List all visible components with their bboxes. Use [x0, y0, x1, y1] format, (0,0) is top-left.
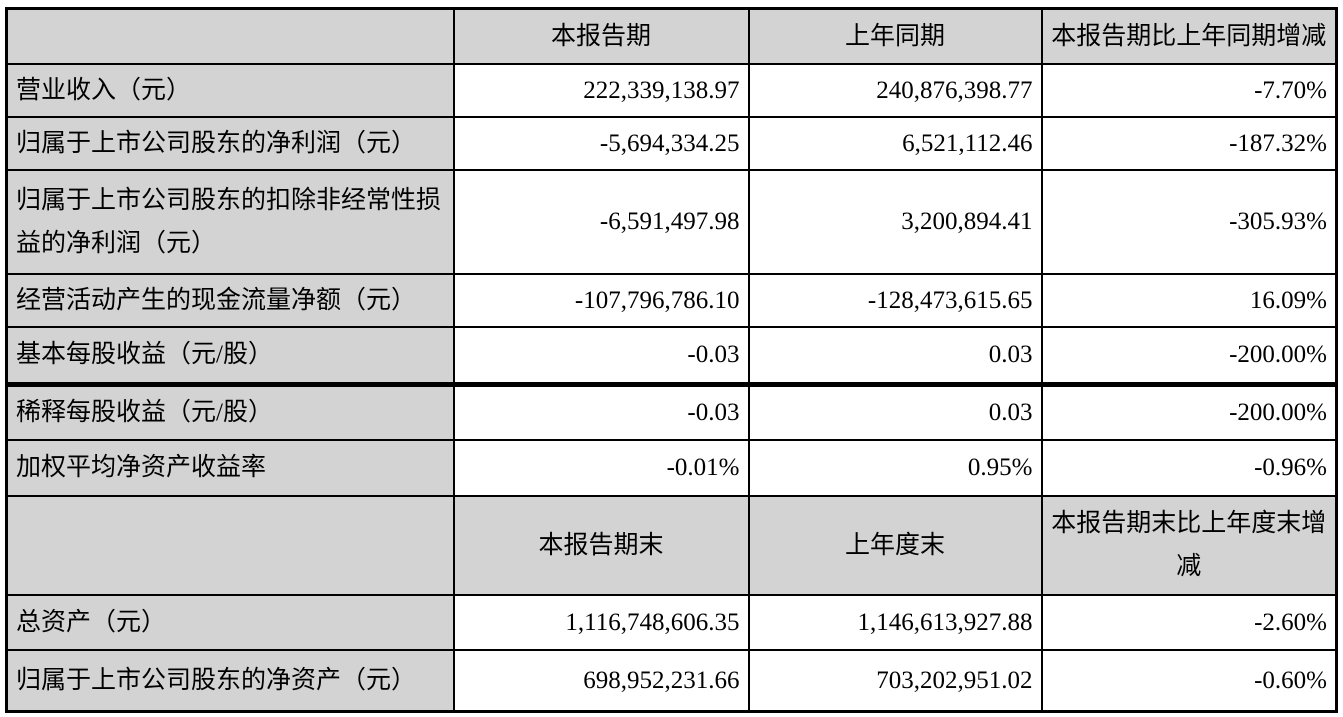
value-prior: 0.95% — [747, 438, 1043, 497]
financial-summary: 本报告期 上年同期 本报告期比上年同期增减 营业收入（元） 222,339,13… — [5, 7, 1338, 713]
header-period-end-change: 本报告期末比上年度末增减 — [1040, 494, 1338, 596]
header-blank-cell — [5, 7, 455, 65]
value-change: 16.09% — [1040, 272, 1338, 328]
value-change: -2.60% — [1040, 593, 1338, 651]
row-label: 总资产（元） — [5, 593, 455, 651]
row-label: 归属于上市公司股东的扣除非经常性损益的净利润（元） — [5, 168, 455, 275]
row-label: 归属于上市公司股东的净利润（元） — [5, 115, 455, 171]
value-prior: 240,876,398.77 — [747, 62, 1043, 118]
table-header-row-period-end: 本报告期末 上年度末 本报告期末比上年度末增减 — [5, 494, 1338, 596]
table-row-weighted-avg-roe: 加权平均净资产收益率 -0.01% 0.95% -0.96% — [5, 438, 1338, 497]
value-change: -200.00% — [1040, 383, 1338, 441]
value-prior: -128,473,615.65 — [747, 272, 1043, 328]
row-label: 稀释每股收益（元/股） — [5, 383, 455, 441]
value-change: -7.70% — [1040, 62, 1338, 118]
table-row-operating-cash-flow: 经营活动产生的现金流量净额（元） -107,796,786.10 -128,47… — [5, 272, 1338, 328]
header-blank-cell — [5, 494, 455, 596]
value-change: -0.96% — [1040, 438, 1338, 497]
table-row-basic-eps: 基本每股收益（元/股） -0.03 0.03 -200.00% — [5, 325, 1338, 387]
financial-summary-table: 本报告期 上年同期 本报告期比上年同期增减 营业收入（元） 222,339,13… — [5, 7, 1338, 713]
header-period-change: 本报告期比上年同期增减 — [1040, 7, 1338, 65]
value-current: 698,952,231.66 — [452, 648, 750, 713]
value-change: -305.93% — [1040, 168, 1338, 275]
header-period-end-change-text: 本报告期末比上年度末增减 — [1051, 510, 1327, 580]
table-row-revenue: 营业收入（元） 222,339,138.97 240,876,398.77 -7… — [5, 62, 1338, 118]
value-prior: 6,521,112.46 — [747, 115, 1043, 171]
value-current: -6,591,497.98 — [452, 168, 750, 275]
value-current: -0.03 — [452, 383, 750, 441]
value-current: -5,694,334.25 — [452, 115, 750, 171]
table-row-total-assets: 总资产（元） 1,116,748,606.35 1,146,613,927.88… — [5, 593, 1338, 651]
header-prior-period: 上年同期 — [747, 7, 1043, 65]
value-change: -0.60% — [1040, 648, 1338, 713]
table-row-diluted-eps: 稀释每股收益（元/股） -0.03 0.03 -200.00% — [5, 383, 1338, 441]
value-current: 222,339,138.97 — [452, 62, 750, 118]
table-row-net-assets: 归属于上市公司股东的净资产（元） 698,952,231.66 703,202,… — [5, 648, 1338, 713]
value-prior: 1,146,613,927.88 — [747, 593, 1043, 651]
table-row-net-profit: 归属于上市公司股东的净利润（元） -5,694,334.25 6,521,112… — [5, 115, 1338, 171]
row-label: 经营活动产生的现金流量净额（元） — [5, 272, 455, 328]
row-label: 加权平均净资产收益率 — [5, 438, 455, 497]
value-current: -0.03 — [452, 325, 750, 387]
table-header-row-period: 本报告期 上年同期 本报告期比上年同期增减 — [5, 7, 1338, 65]
value-prior: 0.03 — [747, 325, 1043, 387]
row-label: 归属于上市公司股东的净资产（元） — [5, 648, 455, 713]
value-prior: 703,202,951.02 — [747, 648, 1043, 713]
header-prior-year-end: 上年度末 — [747, 494, 1043, 596]
value-change: -200.00% — [1040, 325, 1338, 387]
header-current-period: 本报告期 — [452, 7, 750, 65]
value-prior: 3,200,894.41 — [747, 168, 1043, 275]
value-current: 1,116,748,606.35 — [452, 593, 750, 651]
value-change: -187.32% — [1040, 115, 1338, 171]
value-prior: 0.03 — [747, 383, 1043, 441]
value-current: -0.01% — [452, 438, 750, 497]
table-row-net-profit-excl-nonrecurring: 归属于上市公司股东的扣除非经常性损益的净利润（元） -6,591,497.98 … — [5, 168, 1338, 275]
row-label: 基本每股收益（元/股） — [5, 325, 455, 387]
row-label: 营业收入（元） — [5, 62, 455, 118]
value-current: -107,796,786.10 — [452, 272, 750, 328]
header-current-period-end: 本报告期末 — [452, 494, 750, 596]
